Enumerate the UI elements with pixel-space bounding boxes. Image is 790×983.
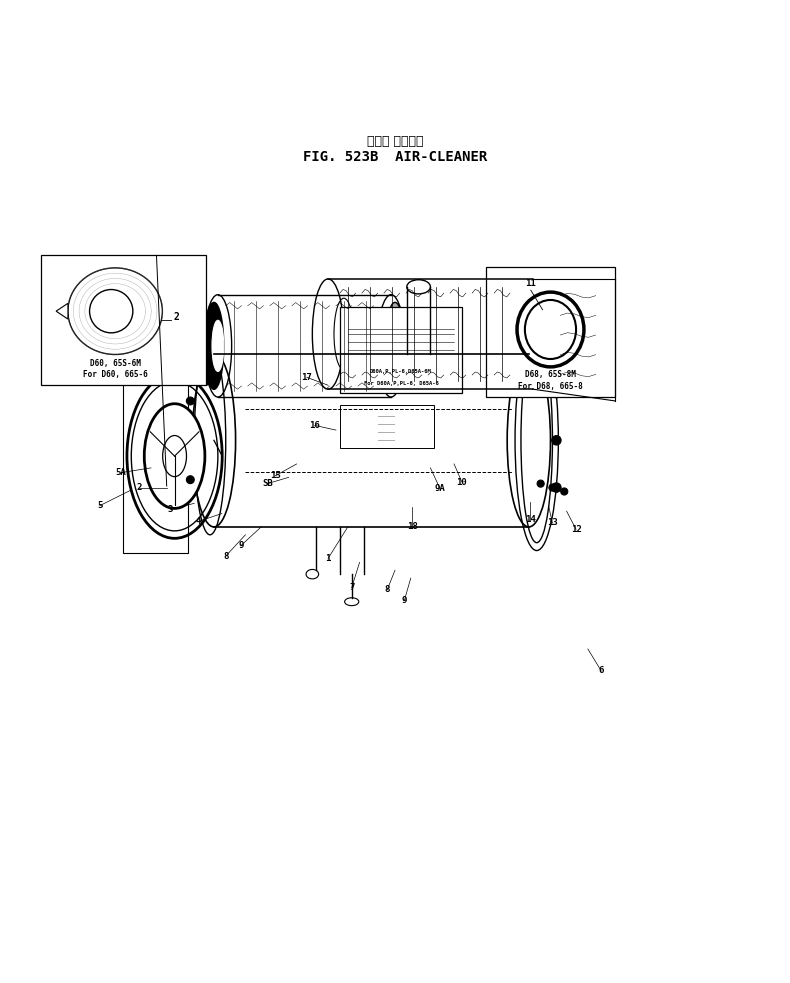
Ellipse shape (386, 320, 397, 372)
Ellipse shape (561, 488, 568, 495)
Ellipse shape (549, 484, 556, 492)
Ellipse shape (162, 362, 171, 371)
FancyBboxPatch shape (340, 307, 462, 393)
Text: FIG. 523B  AIR-CLEANER: FIG. 523B AIR-CLEANER (303, 150, 487, 164)
Text: 9A: 9A (435, 484, 446, 492)
Text: 9: 9 (239, 541, 244, 549)
Text: 8: 8 (223, 551, 228, 560)
Text: 16: 16 (310, 421, 320, 430)
Ellipse shape (212, 320, 224, 372)
Text: 5: 5 (97, 501, 103, 510)
Text: 3: 3 (168, 505, 173, 514)
Text: 9: 9 (402, 596, 407, 605)
Ellipse shape (551, 388, 561, 398)
Text: 7: 7 (349, 583, 355, 592)
FancyBboxPatch shape (486, 267, 615, 397)
Ellipse shape (525, 300, 576, 359)
Text: 5A: 5A (115, 468, 126, 477)
Polygon shape (122, 359, 187, 553)
Ellipse shape (204, 303, 224, 389)
Text: 1: 1 (325, 553, 331, 563)
Text: 2: 2 (173, 313, 179, 322)
Text: ---------: --------- (378, 422, 396, 428)
Text: For D60A,P,PL-6, D65A-6: For D60A,P,PL-6, D65A-6 (363, 381, 438, 386)
Text: For D60, 665-6: For D60, 665-6 (83, 371, 148, 379)
Text: 13: 13 (547, 518, 558, 528)
Text: ---------: --------- (378, 430, 396, 435)
Ellipse shape (145, 404, 205, 508)
Ellipse shape (551, 435, 561, 445)
Text: D60, 65S-6M: D60, 65S-6M (90, 359, 141, 368)
Bar (340, 405, 434, 448)
Text: 12: 12 (570, 525, 581, 534)
Ellipse shape (537, 480, 544, 488)
Text: 17: 17 (302, 373, 312, 381)
Text: D68, 65S-8M: D68, 65S-8M (525, 371, 576, 379)
Text: 11: 11 (525, 279, 536, 288)
FancyBboxPatch shape (41, 256, 206, 385)
Text: For D68, 665-8: For D68, 665-8 (518, 382, 583, 391)
Ellipse shape (202, 377, 210, 385)
Text: エアー クリーナ: エアー クリーナ (367, 135, 423, 147)
Text: 8: 8 (385, 586, 389, 595)
Text: 2: 2 (137, 483, 142, 492)
Ellipse shape (89, 290, 133, 333)
Ellipse shape (163, 435, 186, 477)
Text: ---------: --------- (378, 437, 396, 443)
Text: 10: 10 (457, 478, 468, 487)
Polygon shape (56, 304, 68, 319)
Text: SB: SB (262, 479, 273, 489)
Ellipse shape (186, 476, 194, 484)
Text: 14: 14 (525, 515, 536, 524)
Ellipse shape (551, 483, 561, 492)
Text: 18: 18 (407, 522, 418, 532)
Text: ---------: --------- (378, 414, 396, 420)
Text: D60A,P,PL-6,D65A-6M: D60A,P,PL-6,D65A-6M (370, 370, 432, 375)
Text: 15: 15 (270, 471, 280, 481)
Text: 6: 6 (599, 666, 604, 675)
Text: 4: 4 (195, 517, 201, 526)
Ellipse shape (386, 303, 404, 389)
Ellipse shape (186, 397, 194, 405)
